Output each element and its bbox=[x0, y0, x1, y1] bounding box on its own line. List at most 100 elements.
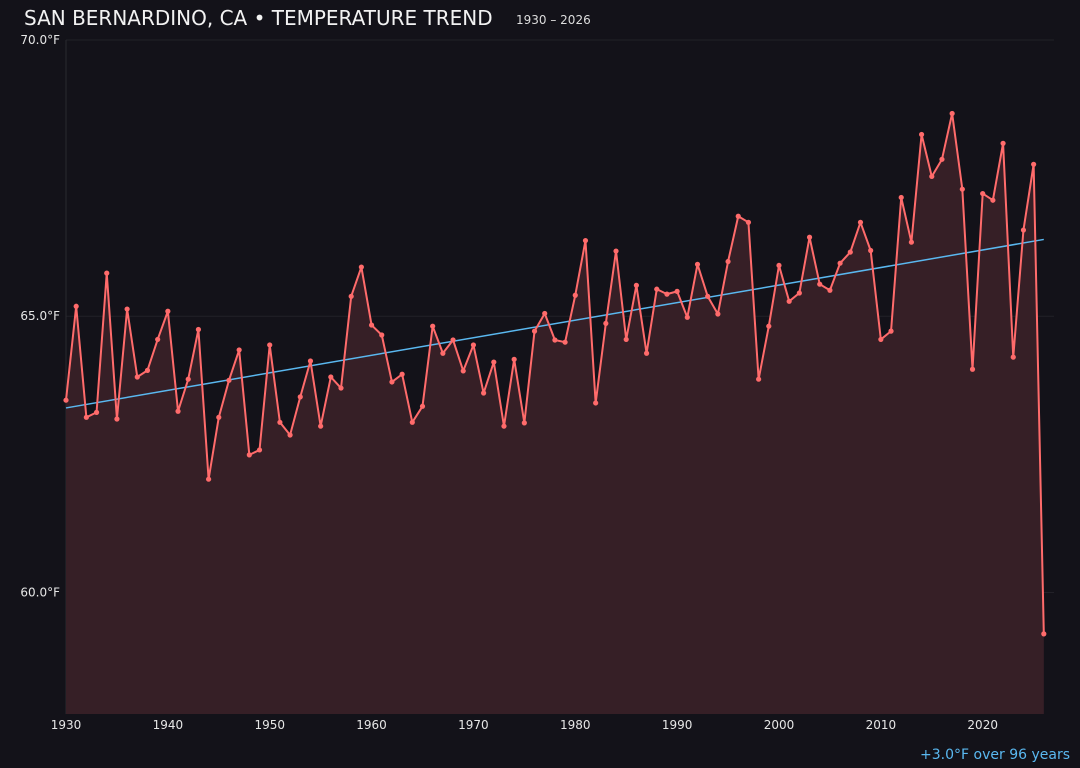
data-point bbox=[195, 326, 202, 333]
data-point bbox=[705, 293, 711, 299]
data-point bbox=[175, 408, 181, 414]
area-fill bbox=[66, 113, 1044, 714]
data-point bbox=[664, 291, 670, 297]
data-point bbox=[552, 337, 558, 343]
x-tick-label: 1930 bbox=[51, 718, 82, 732]
data-point bbox=[521, 420, 527, 426]
x-tick-label: 1990 bbox=[662, 718, 693, 732]
data-point bbox=[470, 342, 477, 348]
data-point bbox=[134, 374, 140, 380]
data-point bbox=[756, 376, 762, 382]
data-point bbox=[980, 190, 986, 197]
y-tick-label: 60.0°F bbox=[20, 585, 60, 599]
data-point bbox=[419, 403, 426, 409]
x-tick-label: 2020 bbox=[967, 718, 998, 732]
data-point bbox=[409, 419, 415, 425]
data-point bbox=[878, 336, 884, 343]
data-point bbox=[287, 432, 293, 438]
data-point bbox=[776, 262, 782, 269]
data-point bbox=[226, 377, 232, 383]
x-tick-label: 1950 bbox=[254, 718, 285, 732]
data-point bbox=[368, 322, 375, 328]
data-point bbox=[959, 186, 965, 192]
y-tick-label: 70.0°F bbox=[20, 33, 60, 47]
data-point bbox=[389, 379, 395, 385]
data-point bbox=[236, 347, 242, 353]
data-point bbox=[185, 376, 191, 382]
data-point bbox=[572, 292, 578, 298]
data-point bbox=[114, 416, 120, 422]
x-tick-label: 1980 bbox=[560, 718, 591, 732]
data-point bbox=[786, 298, 792, 304]
data-point bbox=[745, 219, 752, 225]
data-point bbox=[93, 409, 100, 415]
data-point bbox=[929, 173, 935, 180]
data-point bbox=[694, 261, 701, 267]
data-point bbox=[277, 419, 283, 425]
data-point bbox=[939, 156, 945, 162]
data-point bbox=[155, 336, 161, 343]
data-point bbox=[73, 303, 79, 309]
data-point bbox=[613, 248, 619, 254]
data-point bbox=[918, 131, 925, 138]
data-point bbox=[328, 374, 334, 380]
data-point bbox=[256, 447, 263, 453]
data-point bbox=[969, 366, 976, 372]
data-point bbox=[898, 194, 904, 201]
data-point bbox=[837, 260, 843, 266]
data-point bbox=[990, 197, 996, 203]
data-point bbox=[827, 287, 833, 293]
data-point bbox=[318, 423, 324, 429]
data-point bbox=[633, 282, 639, 288]
data-point bbox=[531, 328, 538, 334]
x-tick-label: 2010 bbox=[866, 718, 897, 732]
data-point bbox=[348, 293, 354, 299]
data-point bbox=[593, 400, 599, 406]
data-point bbox=[949, 110, 955, 117]
data-point bbox=[83, 414, 89, 420]
data-point bbox=[104, 270, 110, 276]
data-point bbox=[124, 306, 130, 312]
data-point bbox=[267, 342, 273, 348]
chart-subtitle: 1930 – 2026 bbox=[516, 13, 591, 27]
data-point bbox=[857, 219, 864, 225]
data-point bbox=[501, 423, 507, 429]
data-point bbox=[511, 356, 517, 362]
data-point bbox=[1031, 161, 1037, 167]
data-point bbox=[430, 323, 436, 329]
data-point bbox=[1000, 140, 1006, 146]
data-point bbox=[338, 385, 344, 391]
data-point bbox=[715, 311, 721, 317]
x-tick-label: 1970 bbox=[458, 718, 489, 732]
data-point bbox=[491, 359, 497, 365]
x-tick-label: 2000 bbox=[764, 718, 795, 732]
data-point bbox=[674, 288, 680, 294]
data-point bbox=[643, 350, 650, 356]
data-point bbox=[725, 258, 731, 265]
data-point bbox=[165, 308, 171, 314]
data-point bbox=[654, 286, 660, 292]
data-point bbox=[888, 328, 894, 334]
data-point bbox=[684, 314, 690, 320]
data-point bbox=[796, 290, 802, 296]
data-point bbox=[205, 476, 212, 482]
data-point bbox=[847, 249, 853, 255]
data-point bbox=[216, 414, 222, 420]
data-point bbox=[144, 367, 151, 373]
data-point bbox=[440, 350, 446, 356]
y-tick-label: 65.0°F bbox=[20, 309, 60, 323]
data-point bbox=[603, 320, 609, 327]
data-point bbox=[766, 323, 772, 329]
x-tick-label: 1940 bbox=[153, 718, 184, 732]
data-point bbox=[1010, 354, 1016, 360]
data-point bbox=[908, 239, 915, 245]
data-point bbox=[1041, 631, 1047, 637]
data-point bbox=[307, 358, 314, 364]
data-point bbox=[582, 237, 589, 244]
data-point bbox=[379, 332, 385, 338]
data-point bbox=[1020, 227, 1027, 233]
data-point bbox=[358, 264, 364, 270]
trend-summary: +3.0°F over 96 years bbox=[920, 747, 1070, 763]
data-point bbox=[735, 213, 741, 219]
data-point bbox=[246, 452, 252, 458]
